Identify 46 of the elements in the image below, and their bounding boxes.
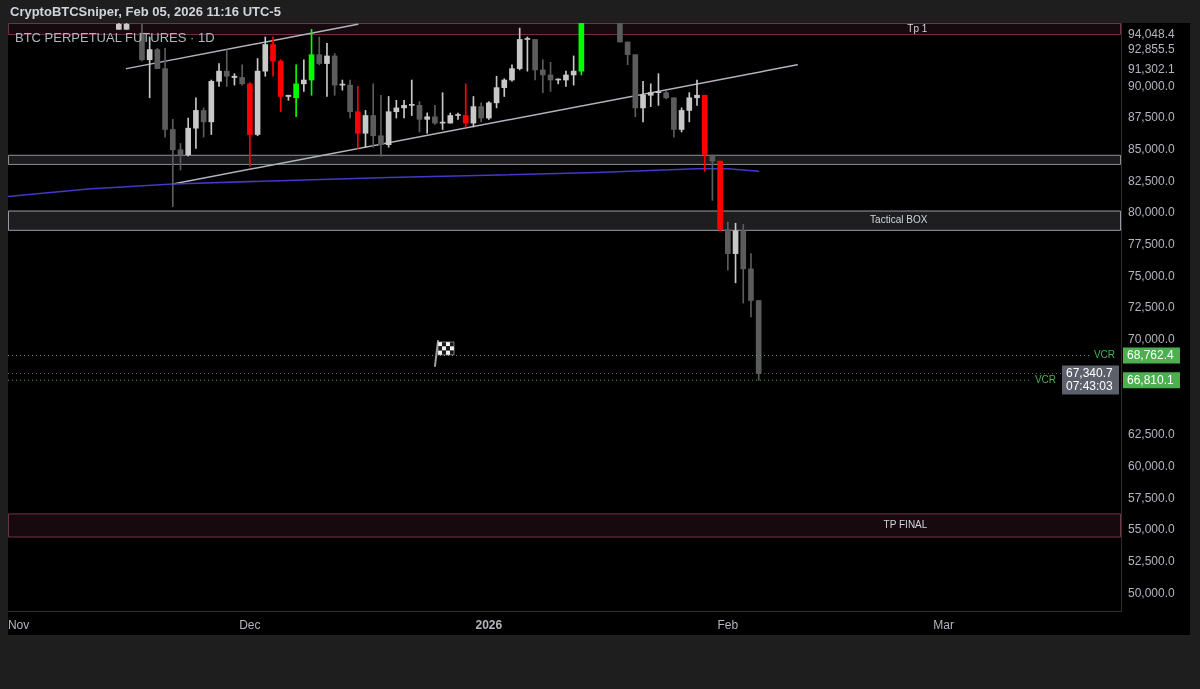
y-tick-label: 57,500.0 [1128,490,1176,505]
text: CryptoBTCSniper, Feb 05, 2026 11:16 UTC-5 [10,3,281,19]
x-tick-label: Mar [933,617,955,632]
y-tick-label: 50,000.0 [1128,585,1176,600]
ref-line-label: VCR [1034,373,1056,385]
candlestick [647,83,654,107]
y-tick-label: 55,000.0 [1128,522,1176,537]
y-tick-label: 87,500.0 [1128,110,1176,125]
candlestick [539,59,546,94]
y-tick-label: 75,000.0 [1128,268,1176,283]
ref-line-label: VCR [1093,349,1115,361]
candlestick [401,99,407,119]
ref-line-label: 67,340.7 [1066,365,1114,380]
candlestick [301,59,307,92]
text: BTC PERPETUAL FUTURES · 1D [15,29,215,45]
y-tick-label: 70,000.0 [1128,332,1176,347]
y-tick-label: 62,500.0 [1128,427,1176,442]
candlestick [424,112,431,134]
band-label: TP FINAL [883,519,928,531]
x-tick-label: Dec [239,617,261,632]
y-tick-label: 66,810.1 [1127,372,1175,387]
candlestick [408,79,415,116]
y-tick-label: 80,000.0 [1128,205,1176,220]
y-tick-label: 90,000.0 [1128,78,1176,93]
x-tick-label: 2026 [475,617,503,632]
candlestick [378,94,384,157]
band-label: Tp 1 [907,22,928,34]
y-tick-label: 85,000.0 [1128,142,1176,157]
y-tick-label: 68,762.4 [1127,347,1175,362]
y-tick-label: 91,302.1 [1128,62,1176,77]
candlestick [324,42,330,97]
candlestick [223,49,230,87]
y-tick-label: 77,500.0 [1128,237,1176,252]
y-tick-label: 60,000.0 [1128,458,1176,473]
x-tick-label: Feb [717,617,739,632]
candlestick [169,118,176,208]
x-tick-label: Nov [7,617,30,632]
annotation: 07:43:03 [1066,378,1114,393]
candlestick [462,83,469,128]
band-label: Tactical BOX [870,214,928,226]
y-tick-label: 82,500.0 [1128,173,1176,188]
y-tick-label: 52,500.0 [1128,553,1176,568]
candlestick [694,79,700,106]
y-tick-label: 72,500.0 [1128,300,1176,315]
y-tick-label: 92,855.5 [1128,42,1176,57]
y-tick-label: 94,048.4 [1128,27,1176,42]
